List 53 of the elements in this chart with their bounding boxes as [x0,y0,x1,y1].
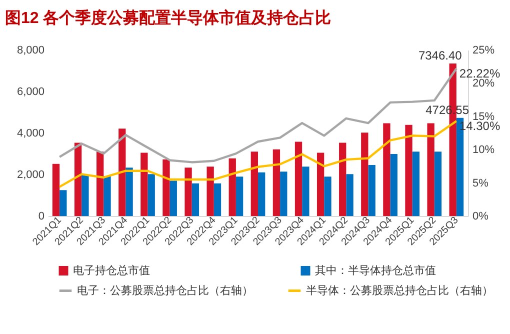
line-series [58,120,458,188]
y-tick-label: 6,000 [16,86,44,98]
y2-tick-label: 10% [472,144,495,156]
bar [412,152,420,216]
bar [390,154,398,216]
bar [434,152,442,216]
bar [52,164,60,216]
y2-tick-label: 20% [472,78,495,90]
y-tick-label: 4,000 [16,128,44,140]
bar [316,152,324,216]
bar [280,172,288,216]
bar [302,166,310,216]
bar [228,158,236,216]
legend-label: 电子：公募股票总持仓占比（右轴） [77,284,253,297]
bar [126,168,133,216]
bar [346,174,354,216]
bar [427,123,434,216]
data-label: 22.22% [459,66,500,80]
bar [294,142,302,216]
bar [162,159,170,216]
bar [324,176,332,216]
y-tick-label: 8,000 [16,44,44,56]
bar [258,172,266,216]
bar [405,124,412,216]
y2-tick-label: 25% [472,44,495,56]
legend-label: 半导体：公募股票总持仓占比（右轴） [306,284,493,297]
bar [368,164,376,216]
bar [272,149,280,216]
bar [104,176,111,216]
bar [236,176,244,216]
bar [206,166,214,216]
chart-title: 图12 各个季度公募配置半导体市值及持仓占比 [5,8,332,27]
bar [383,123,390,216]
bar [140,152,148,216]
bar [361,132,368,216]
bar [214,183,222,216]
bar [250,152,258,216]
bar [118,128,126,216]
bar [339,142,346,216]
bar [184,168,192,216]
bar [148,174,155,216]
bar [82,174,89,216]
bar [192,183,200,216]
bar [170,180,177,216]
y2-tick-label: 0% [472,210,489,222]
y-tick-label: 2,000 [16,169,44,181]
y2-tick-label: 5% [472,177,489,190]
data-label: 7346.40 [418,48,462,63]
legend-label: 电子持仓总市值 [73,264,150,277]
legend-label: 其中：半导体持仓总市值 [315,264,436,277]
bar [96,152,104,216]
bar [74,142,82,216]
bar [60,190,67,216]
